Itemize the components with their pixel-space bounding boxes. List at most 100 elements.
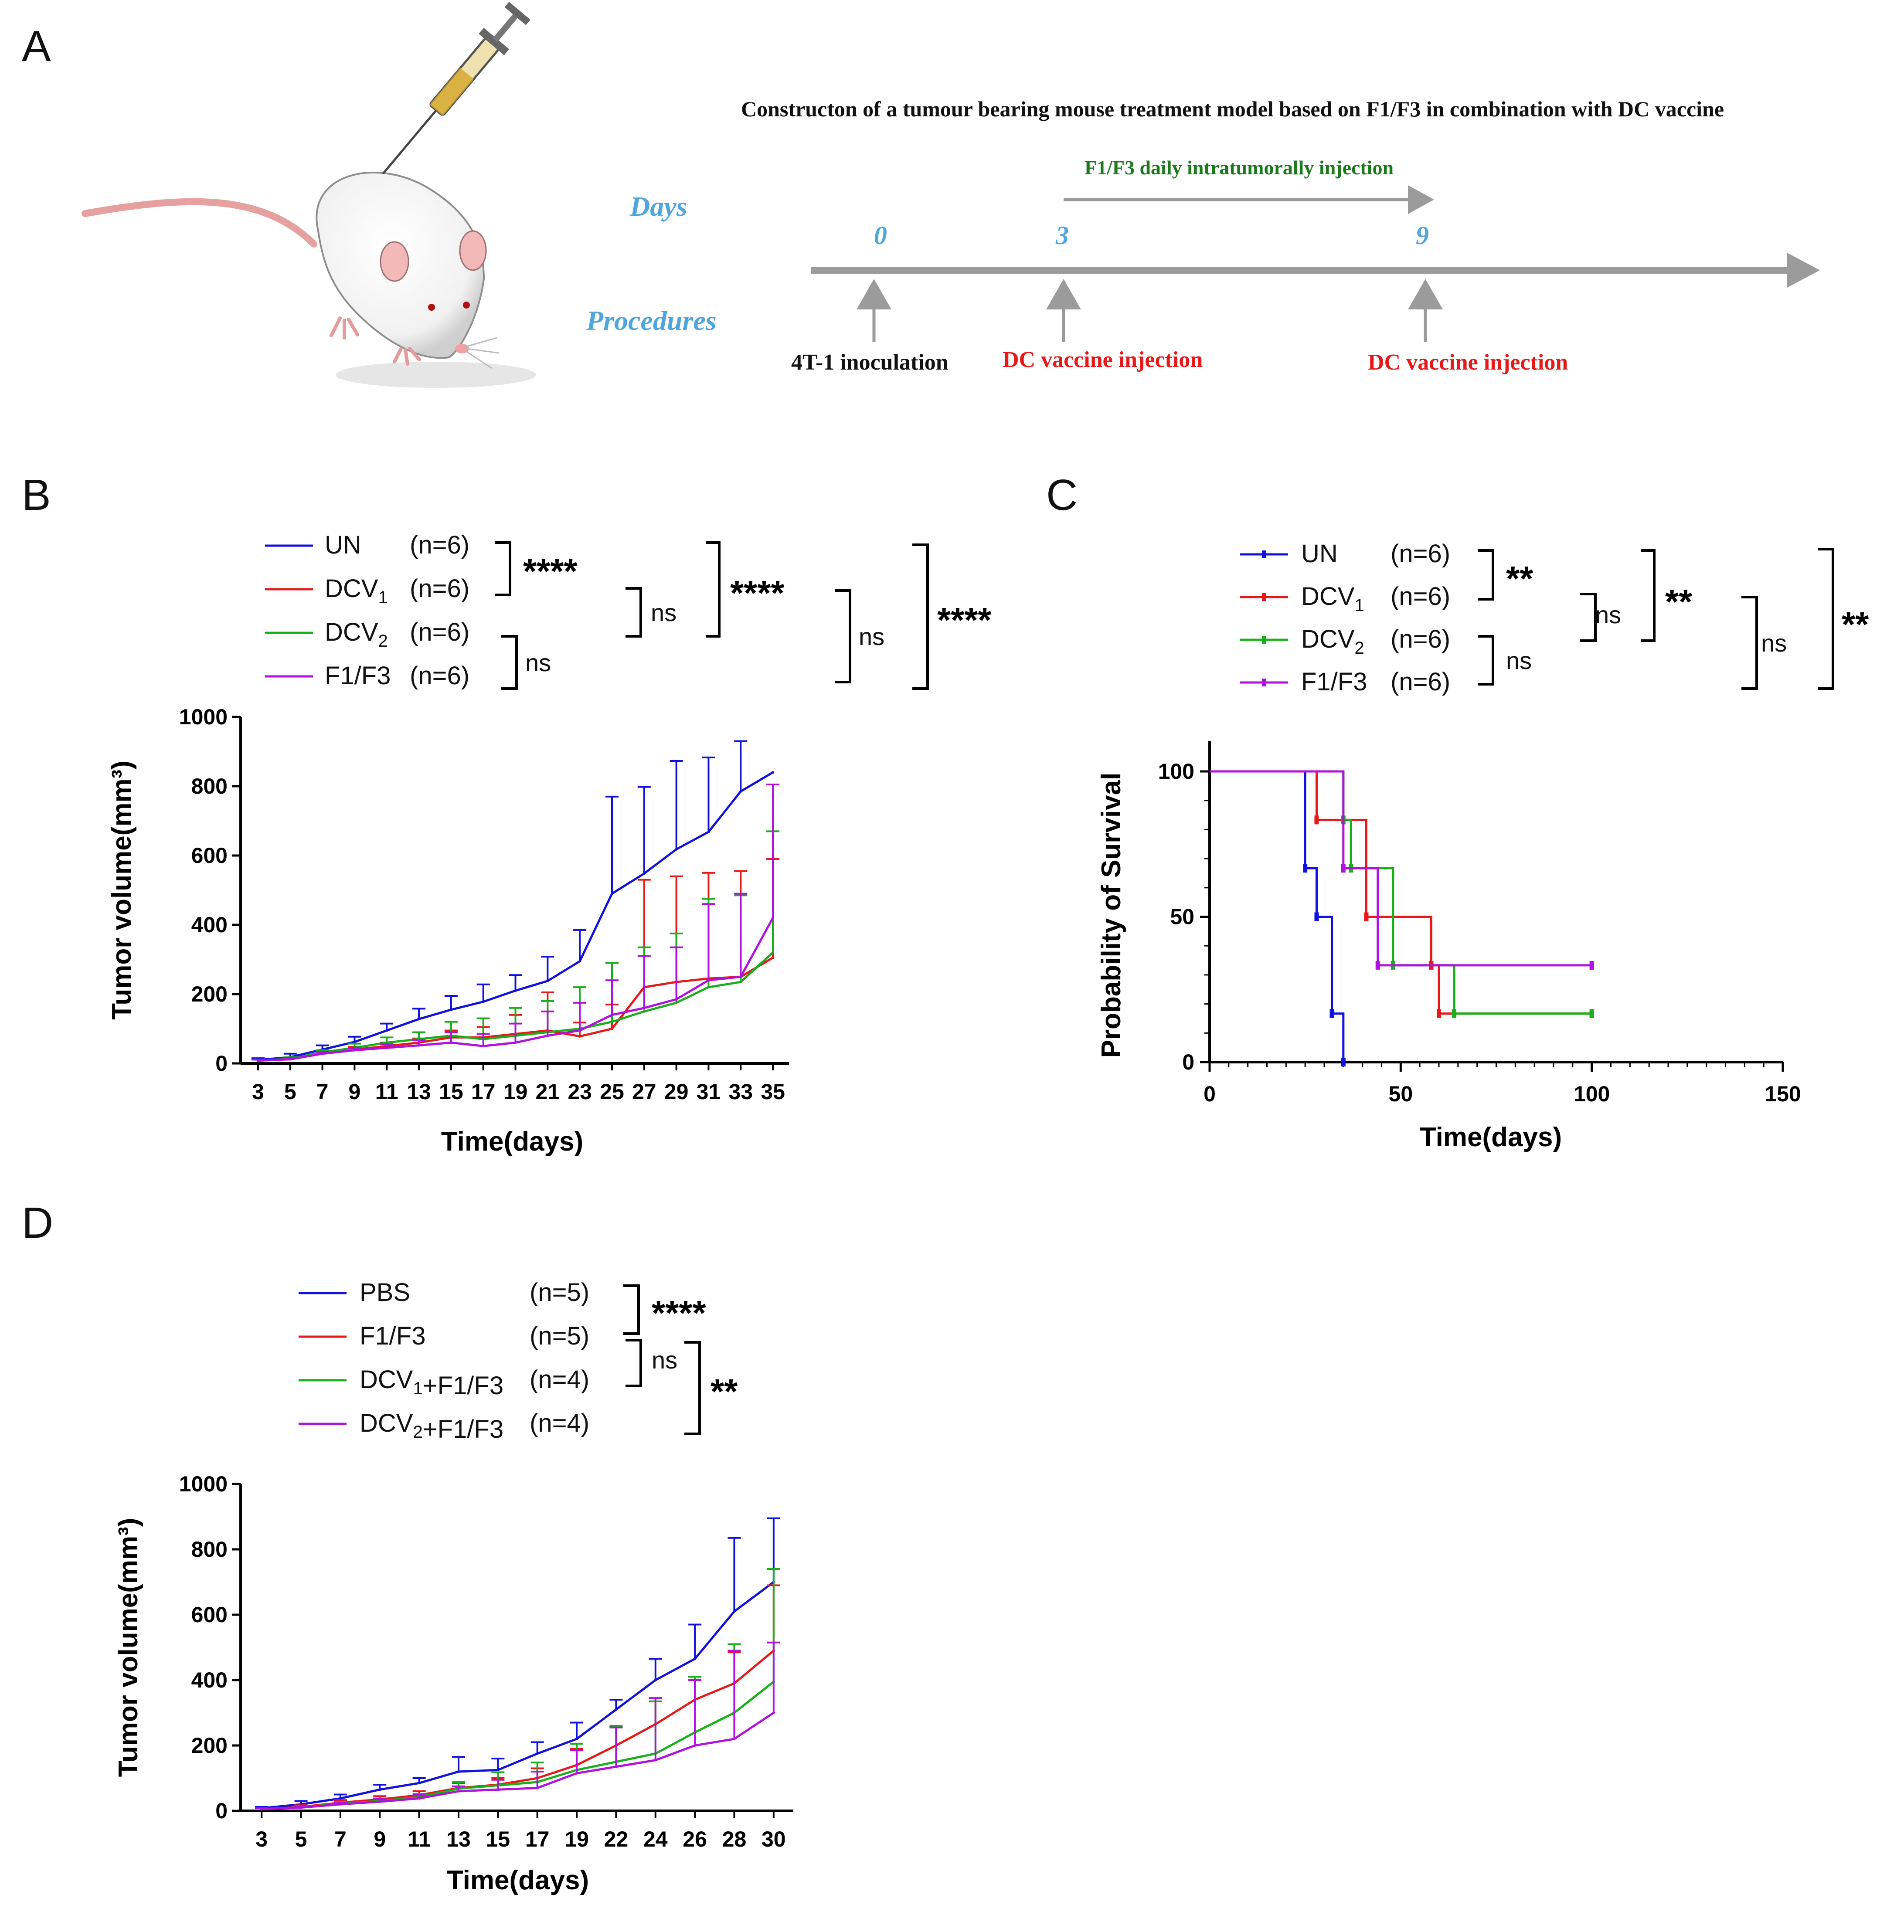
- legend-label-3: F1/F3: [325, 662, 391, 690]
- point-0-8: [575, 1738, 578, 1740]
- survival-curve-0: [1210, 770, 1345, 1062]
- point-0-12: [733, 1610, 736, 1613]
- y-tick-label-1: 200: [191, 982, 228, 1006]
- procedures-label: Procedures: [586, 305, 717, 336]
- censor-mark-1-4: [1437, 1009, 1441, 1018]
- point-0-14: [707, 830, 710, 833]
- timeline-arrow: [811, 253, 1820, 288]
- sig-c-dcv1-f1f3: ns: [1761, 629, 1787, 657]
- point-3-0: [260, 1808, 263, 1811]
- procedure-arrow-dc1: [1046, 279, 1081, 342]
- sig-b-un-dcv1: ****: [523, 552, 578, 591]
- sig-d-f1f3-dcv1: ns: [652, 1346, 677, 1374]
- sig-c-dcv2-f1f3: ns: [1506, 647, 1532, 674]
- legend-marker-3: [1262, 679, 1266, 686]
- x-tick-label-3: 150: [1765, 1082, 1801, 1106]
- y-tick-label-2: 400: [191, 913, 228, 937]
- legend-label-2: DCV1+F1/F3: [360, 1365, 503, 1400]
- legend-n-0: (n=6): [410, 531, 469, 559]
- legend-n-1: (n=6): [410, 574, 469, 603]
- y-tick-label-2: 400: [191, 1668, 228, 1692]
- bracket-d-f1f3-dcv2: [684, 1341, 701, 1435]
- x-tick-label-15: 33: [728, 1080, 753, 1104]
- x-tick-label-4: 11: [375, 1080, 398, 1104]
- censor-mark-2-4: [1452, 1009, 1457, 1018]
- y-tick-label-1: 50: [1170, 905, 1194, 929]
- point-0-11: [610, 892, 613, 895]
- censor-mark-0-4: [1341, 1058, 1346, 1066]
- point-3-15: [739, 975, 742, 978]
- point-0-7: [482, 1000, 485, 1003]
- point-2-12: [643, 1010, 646, 1013]
- y-tick-label-1: 200: [191, 1733, 228, 1758]
- point-0-3: [353, 1040, 356, 1043]
- x-tick-label-11: 26: [683, 1827, 707, 1851]
- legend-label-0: UN: [1301, 540, 1338, 568]
- series-line-3: [262, 1711, 775, 1810]
- x-tick-label-8: 19: [564, 1827, 589, 1851]
- chart-d-tumor-volume: 0 200 400 600 800 1000 3 5 7 9 11 13 15 17 19 22 24 26 28 3…: [113, 1472, 793, 1895]
- x-tick-label-7: 17: [471, 1080, 496, 1104]
- sig-d-pbs-f1f3: ****: [652, 1294, 706, 1332]
- point-3-6: [496, 1788, 500, 1791]
- legend-c: UN (n=6) DCV1 (n=6) DCV2 (n=6) F1/F3 (n=6) ** ns *…: [1240, 540, 1869, 696]
- censor-mark-3-3: [1589, 961, 1594, 970]
- sig-c-un-f1f3: **: [1842, 605, 1869, 644]
- day-mark-9: 9: [1416, 221, 1429, 250]
- censor-mark-3-2: [1375, 961, 1380, 970]
- point-3-8: [514, 1041, 517, 1044]
- sig-b-dcv1-dcv2: ns: [651, 599, 677, 626]
- sig-c-un-dcv1: **: [1506, 559, 1533, 598]
- panel-label-b: B: [22, 471, 51, 520]
- legend-n-3: (n=4): [530, 1409, 589, 1437]
- point-3-12: [733, 1738, 736, 1740]
- point-3-10: [654, 1759, 657, 1762]
- x-tick-label-2: 7: [334, 1827, 347, 1851]
- point-2-14: [707, 986, 710, 989]
- bracket-c-un-dcv2: [1641, 549, 1656, 642]
- x-axis-label: Time(days): [1420, 1122, 1562, 1152]
- x-tick-label-4: 11: [408, 1827, 431, 1851]
- legend-n-0: (n=5): [530, 1278, 589, 1307]
- x-tick-label-6: 15: [486, 1827, 510, 1851]
- procedure-dc-injection-1: DC vaccine injection: [1003, 347, 1203, 372]
- procedure-arrow-dc2: [1408, 279, 1443, 342]
- x-tick-label-12: 28: [722, 1827, 747, 1851]
- y-tick-label-0: 0: [215, 1799, 228, 1823]
- point-3-13: [675, 998, 678, 1001]
- legend-n-0: (n=6): [1391, 540, 1450, 568]
- point-3-7: [482, 1045, 485, 1048]
- point-0-4: [385, 1029, 388, 1032]
- procedure-dc-injection-2: DC vaccine injection: [1368, 350, 1568, 375]
- censor-mark-0-1: [1303, 864, 1308, 873]
- point-0-10: [654, 1679, 657, 1681]
- censor-mark-2-5: [1589, 1009, 1594, 1018]
- x-tick-label-1: 50: [1389, 1082, 1413, 1106]
- bracket-d-pbs-f1f3: [623, 1284, 640, 1335]
- point-3-4: [418, 1797, 421, 1800]
- censor-mark-1-1: [1314, 815, 1319, 825]
- x-tick-label-7: 17: [525, 1827, 550, 1851]
- point-3-1: [299, 1806, 303, 1809]
- x-tick-label-16: 35: [761, 1080, 785, 1104]
- survival-curve-3: [1210, 770, 1592, 967]
- legend-label-2: DCV2: [1301, 625, 1364, 658]
- panel-label-c: C: [1046, 471, 1078, 520]
- x-tick-label-9: 22: [604, 1827, 629, 1851]
- bracket-d-f1f3-dcv1: [626, 1339, 642, 1387]
- sig-c-dcv1-dcv2: ns: [1595, 601, 1621, 628]
- days-label: Days: [629, 191, 687, 222]
- x-tick-label-1: 5: [295, 1827, 307, 1851]
- y-tick-label-0: 0: [215, 1051, 228, 1076]
- point-3-16: [772, 917, 775, 920]
- legend-label-3: DCV2+F1/F3: [360, 1409, 503, 1443]
- point-3-9: [546, 1034, 549, 1037]
- sig-b-un-f1f3: ****: [937, 601, 992, 639]
- point-2-4: [385, 1041, 388, 1044]
- x-tick-label-3: 9: [374, 1827, 386, 1851]
- legend-n-2: (n=4): [530, 1365, 589, 1394]
- series-line-2: [258, 951, 774, 1062]
- legend-n-3: (n=6): [410, 662, 469, 690]
- f1f3-injection-label: F1/F3 daily intratumorally injection: [1085, 156, 1394, 179]
